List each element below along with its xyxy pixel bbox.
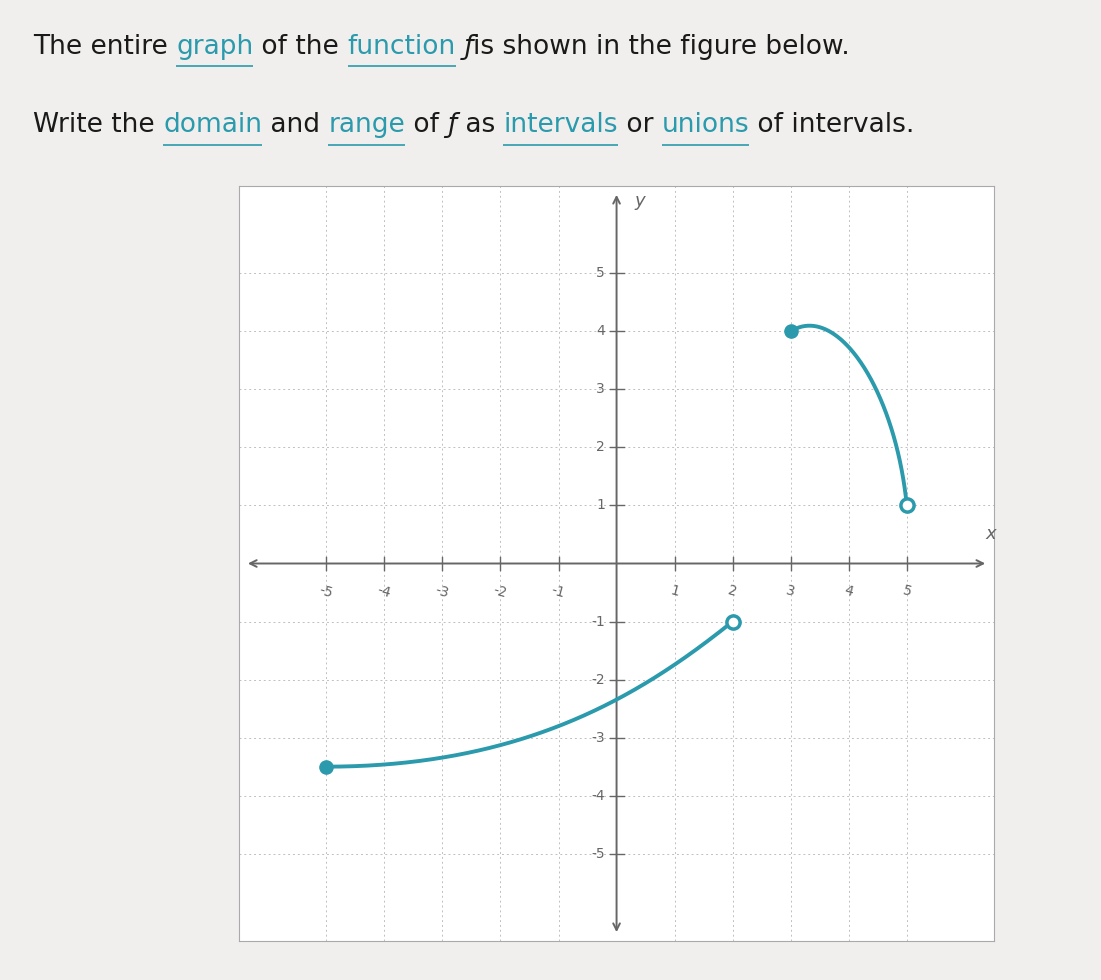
Text: 1: 1 (668, 584, 680, 600)
Text: as: as (457, 112, 503, 138)
Point (782, 323, 799, 339)
Text: y: y (634, 192, 644, 210)
Text: graph: graph (176, 33, 253, 60)
Text: or: or (618, 112, 662, 138)
Text: is shown in the figure below.: is shown in the figure below. (473, 33, 850, 60)
Text: 2: 2 (597, 440, 604, 455)
Text: and: and (262, 112, 328, 138)
Text: The entire: The entire (33, 33, 176, 60)
Point (723, 613, 741, 629)
Text: -5: -5 (591, 847, 604, 860)
Point (317, 759, 335, 774)
Text: ƒ: ƒ (447, 112, 457, 138)
Text: intervals: intervals (503, 112, 618, 138)
Text: -3: -3 (591, 731, 604, 745)
Text: -5: -5 (318, 584, 335, 601)
Text: 2: 2 (727, 584, 739, 600)
Text: -2: -2 (591, 672, 604, 687)
Text: unions: unions (662, 112, 750, 138)
Text: function: function (348, 33, 456, 60)
Text: domain: domain (163, 112, 262, 138)
Text: -3: -3 (434, 584, 450, 601)
Text: of intervals.: of intervals. (750, 112, 915, 138)
Text: x: x (985, 525, 996, 543)
Text: 3: 3 (785, 584, 797, 600)
Text: of: of (405, 112, 447, 138)
Text: -1: -1 (591, 614, 604, 628)
Text: 4: 4 (597, 324, 604, 338)
Text: ƒ: ƒ (456, 33, 473, 60)
Text: Write the: Write the (33, 112, 163, 138)
Text: -2: -2 (492, 584, 509, 601)
Text: -1: -1 (550, 584, 567, 601)
Text: -4: -4 (375, 584, 393, 601)
Text: 4: 4 (842, 584, 854, 600)
Text: of the: of the (253, 33, 348, 60)
Point (898, 498, 916, 514)
Text: range: range (328, 112, 405, 138)
Text: 1: 1 (596, 499, 604, 513)
Text: 5: 5 (597, 267, 604, 280)
Text: 3: 3 (597, 382, 604, 396)
Text: -4: -4 (591, 789, 604, 803)
Text: 5: 5 (901, 584, 913, 600)
